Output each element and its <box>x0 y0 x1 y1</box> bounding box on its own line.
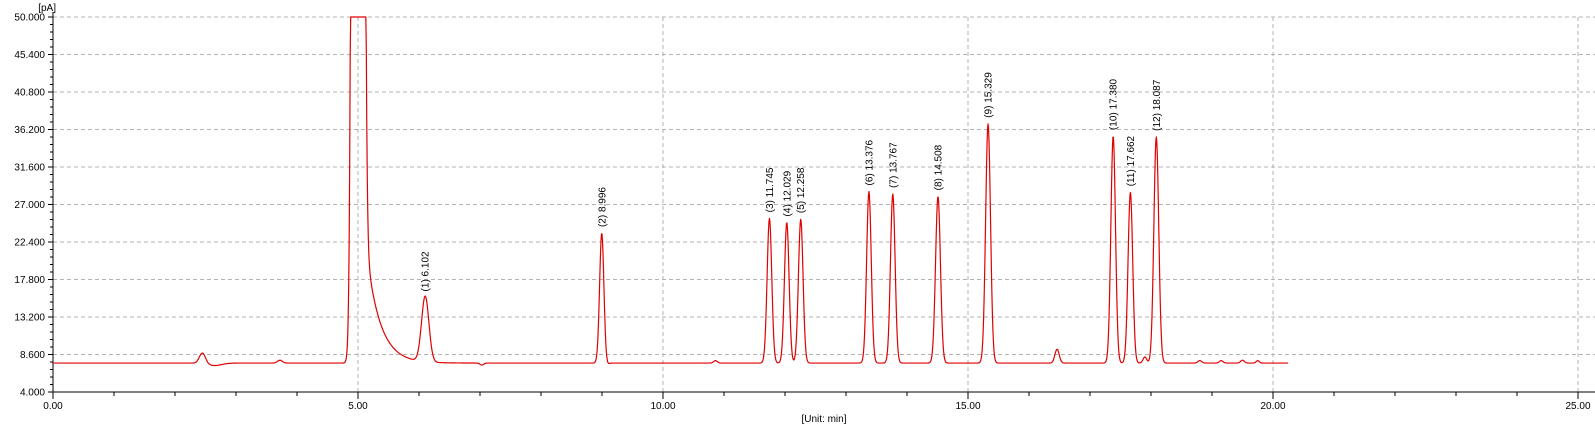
y-tick-label: 36.200 <box>14 125 45 136</box>
y-tick-label: 45.400 <box>14 50 45 61</box>
peak-label-9: (9) 15.329 <box>984 72 995 118</box>
grid-layer <box>53 16 1595 392</box>
trace-layer <box>52 16 1289 367</box>
peak-label-10: (10) 17.380 <box>1109 78 1120 130</box>
peak-label-2: (2) 8.996 <box>597 187 608 227</box>
peak-label-8: (8) 14.508 <box>933 144 944 190</box>
y-tick-label: 31.600 <box>14 163 45 174</box>
axis-layer: 50.000 45.400 40.800 36.200 31.600 27.000 22.4… <box>14 12 1595 412</box>
peak-label-7: (7) 13.767 <box>888 142 899 188</box>
chromatogram-trace <box>52 16 1289 367</box>
x-tick-label: 15.00 <box>955 401 980 412</box>
y-tick-label: 8.600 <box>20 350 45 361</box>
peak-label-1: (1) 6.102 <box>421 251 432 291</box>
peak-label-6: (6) 13.376 <box>864 139 875 185</box>
x-axis-unit-label: [Unit: min] <box>801 414 846 425</box>
peak-label-3: (3) 11.745 <box>765 167 776 212</box>
y-tick-label: 13.200 <box>14 313 45 324</box>
peak-label-5: (5) 12.258 <box>796 167 807 213</box>
x-tick-label: 5.00 <box>348 401 368 412</box>
y-tick-label: 40.800 <box>14 88 45 99</box>
peak-label-12: (12) 18.087 <box>1152 79 1163 131</box>
y-tick-label: 27.000 <box>14 200 45 211</box>
y-axis-unit-label: [pA] <box>38 3 56 14</box>
x-tick-label: 0.00 <box>43 401 63 412</box>
y-tick-label: 4.000 <box>20 388 45 399</box>
x-tick-label: 25.00 <box>1565 401 1590 412</box>
peak-label-11: (11) 17.662 <box>1126 135 1137 186</box>
x-tick-label: 10.00 <box>650 401 675 412</box>
y-tick-label: 22.400 <box>14 238 45 249</box>
peak-label-layer: (1) 6.102 (2) 8.996 (3) 11.745 (4) 12.029 (5… <box>421 72 1163 292</box>
peak-label-4: (4) 12.029 <box>782 170 793 216</box>
y-tick-label: 50.000 <box>14 13 45 24</box>
x-tick-label: 20.00 <box>1260 401 1285 412</box>
y-tick-label: 17.800 <box>14 275 45 286</box>
